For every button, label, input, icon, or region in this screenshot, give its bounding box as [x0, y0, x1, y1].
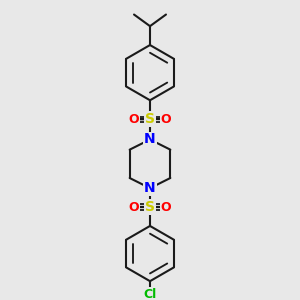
Text: S: S: [145, 200, 155, 214]
Text: O: O: [161, 113, 171, 126]
Text: N: N: [144, 181, 156, 195]
Text: N: N: [144, 133, 156, 146]
Text: O: O: [129, 113, 139, 126]
Text: S: S: [145, 112, 155, 126]
Text: O: O: [129, 201, 139, 214]
Text: Cl: Cl: [143, 288, 157, 300]
Text: O: O: [161, 201, 171, 214]
